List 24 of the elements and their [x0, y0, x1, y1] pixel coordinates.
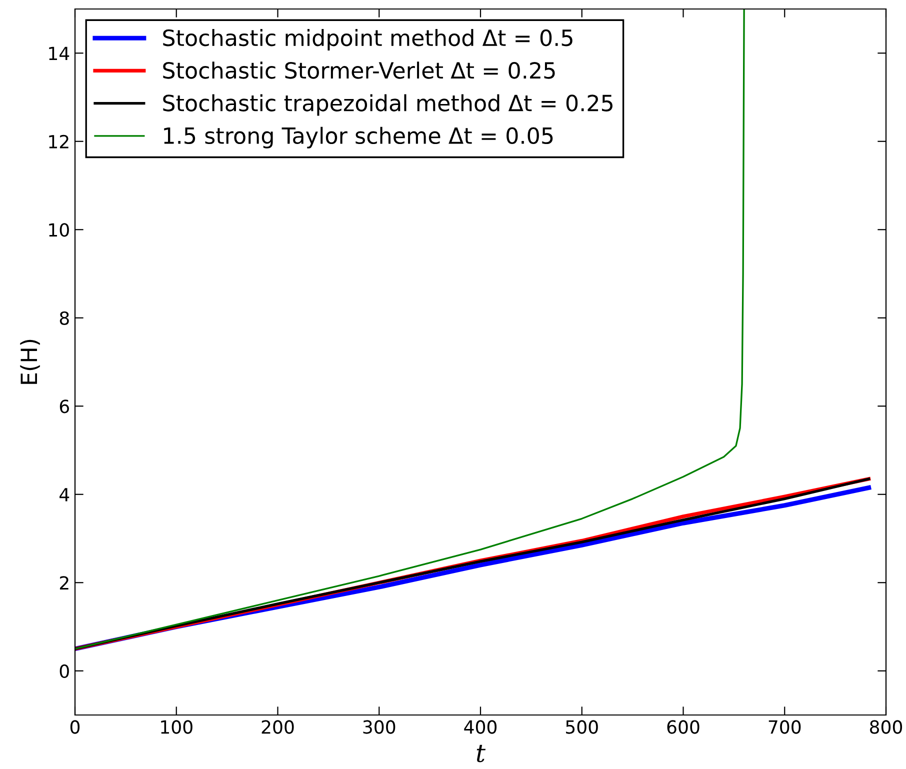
x-tick-label: 300 — [363, 720, 396, 734]
legend-label: 1.5 strong Taylor scheme Δt = 0.05 — [164, 126, 553, 148]
x-tick-label: 700 — [768, 720, 801, 734]
y-tick-label: 4 — [60, 488, 70, 502]
y-tick-label: 12 — [49, 134, 68, 148]
legend-label: Stochastic midpoint method Δt = 0.5 — [163, 29, 572, 51]
y-tick-label: 2 — [60, 576, 68, 590]
x-tick-label: 400 — [464, 720, 497, 734]
legend-label: Stochastic trapezoidal method Δt = 0.25 — [163, 94, 612, 116]
x-tick-label: 800 — [870, 720, 902, 734]
y-axis-title: E(H) — [20, 340, 40, 384]
y-tick-label: 14 — [49, 46, 70, 60]
x-tick-label: 500 — [566, 720, 598, 734]
y-tick-label: 0 — [60, 664, 69, 678]
y-tick-label: 6 — [60, 400, 69, 414]
y-tick-label: 10 — [49, 223, 69, 237]
legend-label: Stochastic Stormer-Verlet Δt = 0.25 — [163, 62, 555, 79]
x-tick-label: 0 — [70, 720, 80, 734]
x-tick-label: 600 — [667, 720, 700, 734]
line-series — [75, 9, 745, 650]
x-axis-title: t — [476, 744, 486, 762]
x-tick-label: 100 — [161, 720, 192, 734]
y-tick-label: 8 — [60, 311, 69, 325]
x-tick-label: 200 — [262, 720, 294, 734]
